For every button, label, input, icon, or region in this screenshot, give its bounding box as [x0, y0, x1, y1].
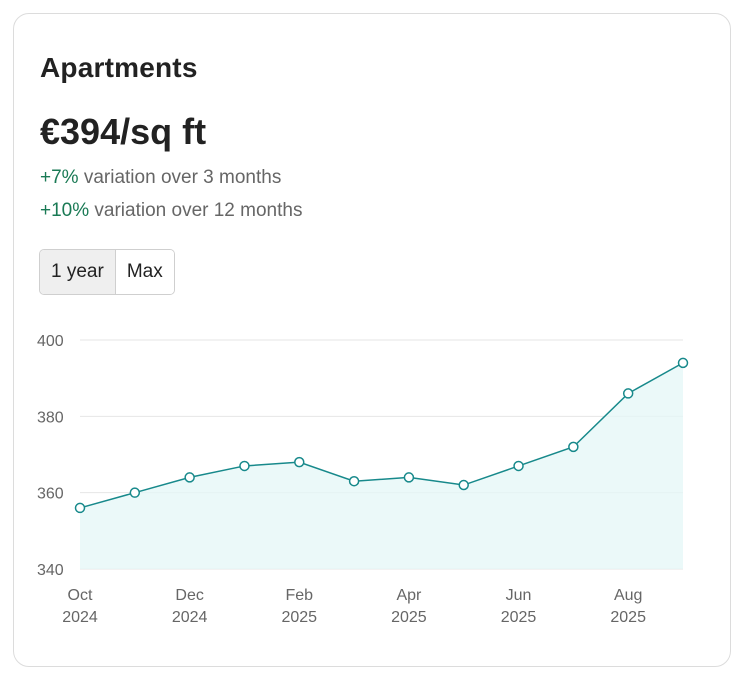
range-1-year-button[interactable]: 1 year — [40, 250, 115, 294]
variation-12-months-pct: +10% — [40, 200, 90, 221]
area-fill — [80, 362, 683, 569]
y-tick-label: 360 — [37, 486, 64, 503]
variation-3-months-text: variation over 3 months — [83, 167, 282, 188]
data-point — [184, 472, 195, 483]
data-point — [129, 487, 141, 498]
data-point — [458, 479, 469, 491]
x-tick-label-year: 2025 — [281, 609, 317, 626]
x-tick-label-year: 2025 — [391, 609, 427, 626]
series-line — [79, 362, 684, 509]
data-point — [568, 441, 579, 453]
data-point — [348, 475, 360, 487]
range-toggle-divider — [114, 250, 116, 294]
x-tick-label-month: Aug — [614, 587, 642, 604]
x-tick-label-year: 2024 — [172, 609, 208, 626]
variation-3-months: +7% variation over 3 months — [40, 167, 281, 189]
x-tick-label-year: 2025 — [501, 609, 537, 626]
variation-12-months: +10% variation over 12 months — [40, 200, 302, 222]
data-point — [239, 460, 250, 472]
x-tick-label-month: Dec — [175, 587, 203, 604]
x-tick-label-month: Feb — [285, 587, 313, 604]
variation-3-months-pct: +7% — [40, 167, 79, 188]
y-tick-label: 400 — [37, 333, 64, 350]
data-point — [513, 460, 524, 472]
variation-12-months-text: variation over 12 months — [94, 200, 303, 221]
data-point — [294, 456, 305, 468]
range-max-button[interactable]: Max — [115, 250, 174, 294]
data-point — [74, 502, 86, 514]
x-tick-label-month: Jun — [506, 587, 532, 604]
range-toggle: 1 year Max — [39, 249, 175, 295]
x-tick-label-year: 2024 — [62, 609, 98, 626]
x-tick-label-month: Oct — [68, 587, 93, 604]
y-tick-label: 340 — [37, 562, 64, 579]
price-value: €394/sq ft — [40, 111, 207, 152]
y-tick-label: 380 — [37, 409, 64, 426]
x-tick-label-year: 2025 — [610, 609, 646, 626]
data-point — [677, 357, 689, 369]
card-title: Apartments — [40, 52, 198, 83]
data-point — [403, 472, 415, 483]
data-point — [622, 388, 634, 399]
x-tick-label-month: Apr — [396, 587, 422, 604]
